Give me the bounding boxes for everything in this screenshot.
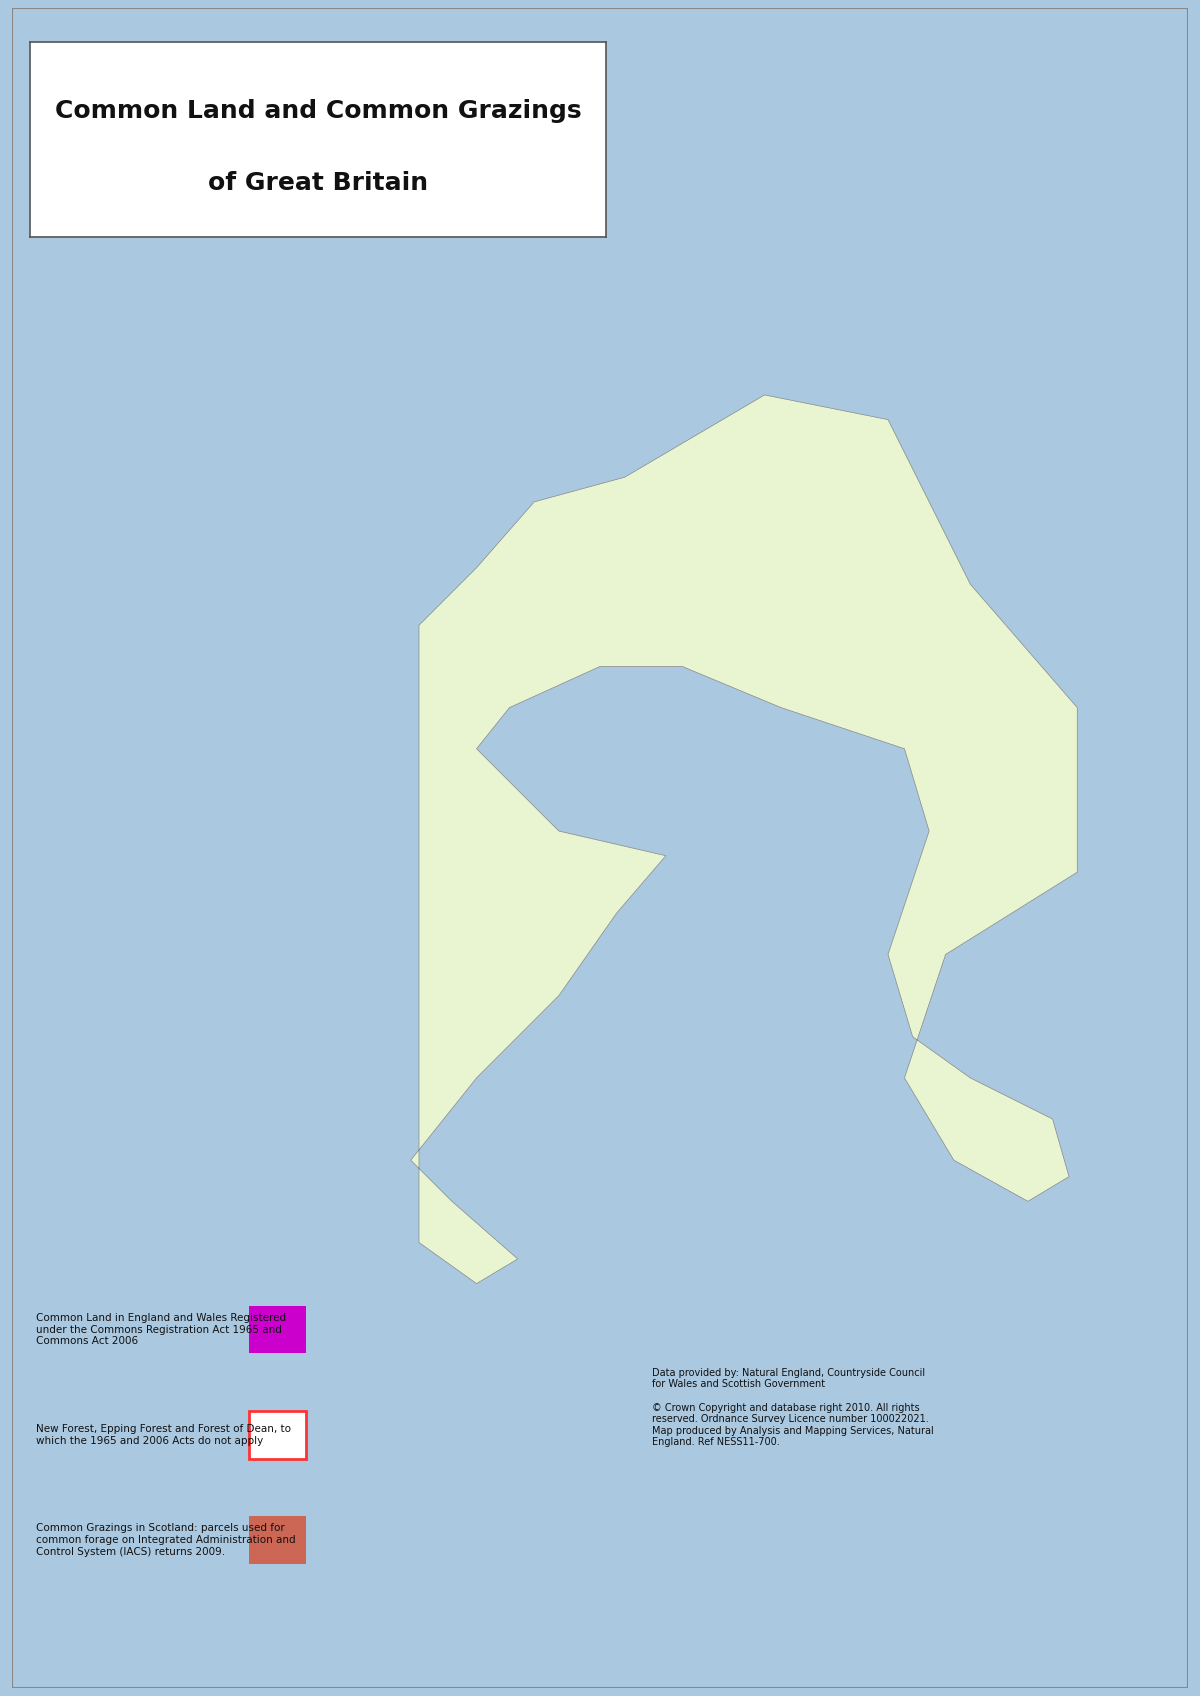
Text: Data provided by: Natural England, Countryside Council
for Wales and Scottish Go: Data provided by: Natural England, Count… xyxy=(652,1369,934,1447)
Bar xyxy=(248,1516,306,1564)
Text: Common Land in England and Wales Registered
under the Commons Registration Act 1: Common Land in England and Wales Registe… xyxy=(36,1313,286,1347)
Text: New Forest, Epping Forest and Forest of Dean, to
which the 1965 and 2006 Acts do: New Forest, Epping Forest and Forest of … xyxy=(36,1425,290,1445)
Text: Common Grazings in Scotland: parcels used for
common forage on Integrated Admini: Common Grazings in Scotland: parcels use… xyxy=(36,1523,295,1557)
Text: of Great Britain: of Great Britain xyxy=(208,171,428,195)
Polygon shape xyxy=(410,395,1078,1284)
Bar xyxy=(248,1411,306,1459)
Text: Common Land and Common Grazings: Common Land and Common Grazings xyxy=(55,98,581,122)
Bar xyxy=(248,1306,306,1353)
